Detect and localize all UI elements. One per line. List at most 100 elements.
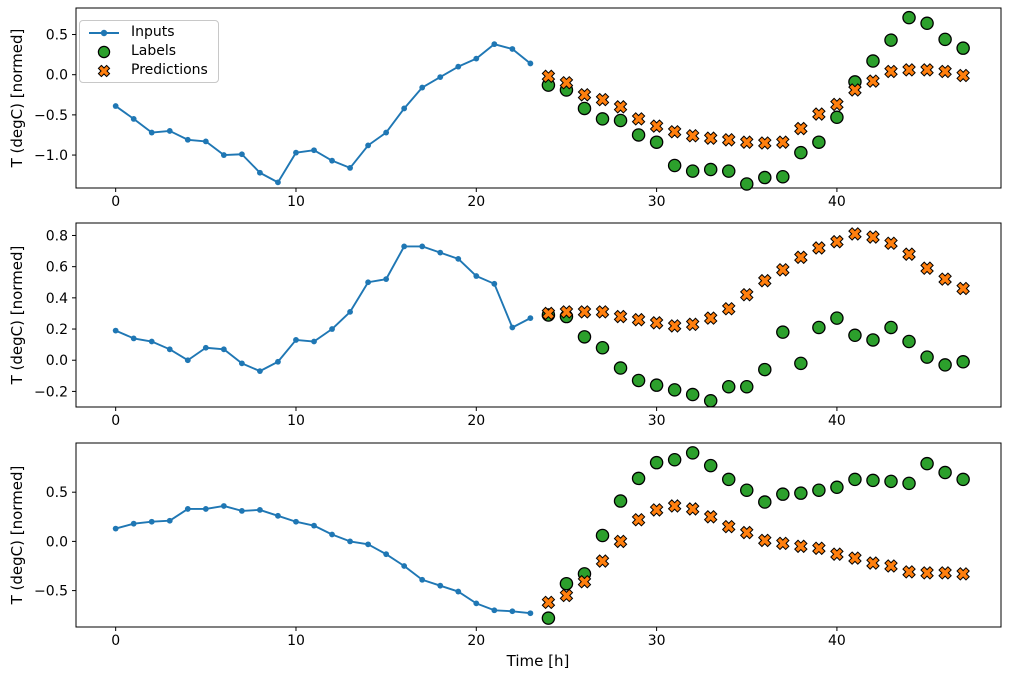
inputs-point <box>112 327 119 334</box>
inputs-point <box>257 368 263 375</box>
prediction-point <box>721 301 736 316</box>
prediction-point <box>956 567 970 581</box>
inputs-point <box>347 538 353 545</box>
y-tick-label: 0.6 <box>46 260 68 276</box>
label-point <box>667 158 682 173</box>
x-tick-label: 30 <box>648 633 666 649</box>
prediction-point <box>938 566 952 580</box>
prediction-point <box>758 273 772 288</box>
prediction-point <box>776 536 790 551</box>
y-tick-label: 0.4 <box>46 291 68 307</box>
label-point <box>541 611 556 625</box>
prediction-point <box>920 261 934 276</box>
inputs-point <box>220 152 227 158</box>
label-point <box>920 350 934 364</box>
prediction-point <box>884 236 898 251</box>
label-point <box>776 169 790 184</box>
label-point <box>613 113 628 128</box>
label-point <box>649 378 664 392</box>
inputs-point <box>437 249 444 256</box>
label-point <box>685 446 700 460</box>
inputs-point <box>365 279 372 286</box>
y-tick-label: 0.5 <box>46 28 68 44</box>
label-point <box>721 379 736 394</box>
x-cross-marker-icon <box>87 63 121 79</box>
label-point <box>866 54 880 68</box>
label-point <box>794 145 808 160</box>
prediction-point <box>884 559 898 573</box>
prediction-point <box>649 119 664 133</box>
label-point <box>884 33 898 47</box>
label-point <box>776 487 790 501</box>
prediction-point <box>956 281 970 296</box>
prediction-point <box>667 499 682 513</box>
y-axis-label-panel-1: T (degC) [normed] <box>8 29 26 169</box>
inputs-point <box>311 338 317 345</box>
label-point <box>812 320 826 335</box>
y-tick-label: 0.0 <box>46 534 68 550</box>
inputs-point <box>311 147 317 154</box>
label-point <box>758 170 772 185</box>
prediction-point <box>830 547 844 561</box>
label-point <box>938 465 952 480</box>
prediction-point <box>541 595 556 610</box>
inputs-point <box>202 506 209 512</box>
legend-item-predictions: Predictions <box>87 61 208 80</box>
axes-panel-2: 0 10 20 30 40 0.8 0.6 0.4 0.2 0.0 −0.2 <box>34 222 1002 429</box>
label-point <box>794 356 808 371</box>
prediction-point <box>739 287 754 302</box>
x-tick-label: 40 <box>828 194 846 210</box>
inputs-point <box>184 506 191 512</box>
prediction-point <box>703 131 718 145</box>
prediction-point <box>721 132 736 147</box>
label-point <box>703 458 718 473</box>
inputs-point <box>347 308 353 315</box>
label-point <box>812 135 826 149</box>
label-point <box>956 355 970 369</box>
prediction-point <box>739 135 754 149</box>
y-tick-label: −1.0 <box>34 148 68 164</box>
prediction-point <box>595 305 610 319</box>
prediction-point <box>794 121 808 136</box>
label-point <box>595 340 610 355</box>
prediction-point <box>631 112 646 126</box>
inputs-point <box>401 105 408 112</box>
label-point <box>721 472 736 487</box>
label-point <box>902 476 916 491</box>
inputs-point <box>238 507 245 514</box>
prediction-point <box>812 107 826 121</box>
inputs-point <box>202 138 209 145</box>
inputs-point <box>130 335 137 342</box>
inputs-point <box>293 518 299 525</box>
inputs-line <box>115 43 531 184</box>
prediction-point <box>776 262 790 277</box>
prediction-point <box>902 63 916 77</box>
label-point <box>866 473 880 488</box>
prediction-point <box>649 503 664 517</box>
inputs-point <box>275 358 281 365</box>
label-point <box>595 112 610 126</box>
prediction-point <box>613 534 628 549</box>
prediction-point <box>577 305 592 319</box>
y-tick-label: 0.2 <box>46 322 68 338</box>
label-point <box>812 483 826 497</box>
prediction-point <box>667 319 682 333</box>
prediction-point <box>866 74 880 88</box>
axes-frame <box>75 222 1002 408</box>
label-point <box>685 387 700 402</box>
y-tick-label: 0.0 <box>46 353 68 369</box>
prediction-point <box>758 136 772 150</box>
prediction-point <box>559 305 574 319</box>
y-tick-label: 0.8 <box>46 228 68 244</box>
label-point <box>884 474 898 489</box>
label-point <box>830 110 844 125</box>
prediction-point <box>703 510 718 524</box>
inputs-point <box>257 507 263 513</box>
inputs-point <box>130 520 137 527</box>
prediction-point <box>902 565 916 579</box>
label-point <box>577 330 592 344</box>
label-point <box>758 495 772 509</box>
prediction-point <box>613 100 628 114</box>
x-tick-label: 10 <box>287 194 305 210</box>
axes-panel-3: 0 10 20 30 40 0.5 0.0 −0.5 <box>34 442 1002 649</box>
